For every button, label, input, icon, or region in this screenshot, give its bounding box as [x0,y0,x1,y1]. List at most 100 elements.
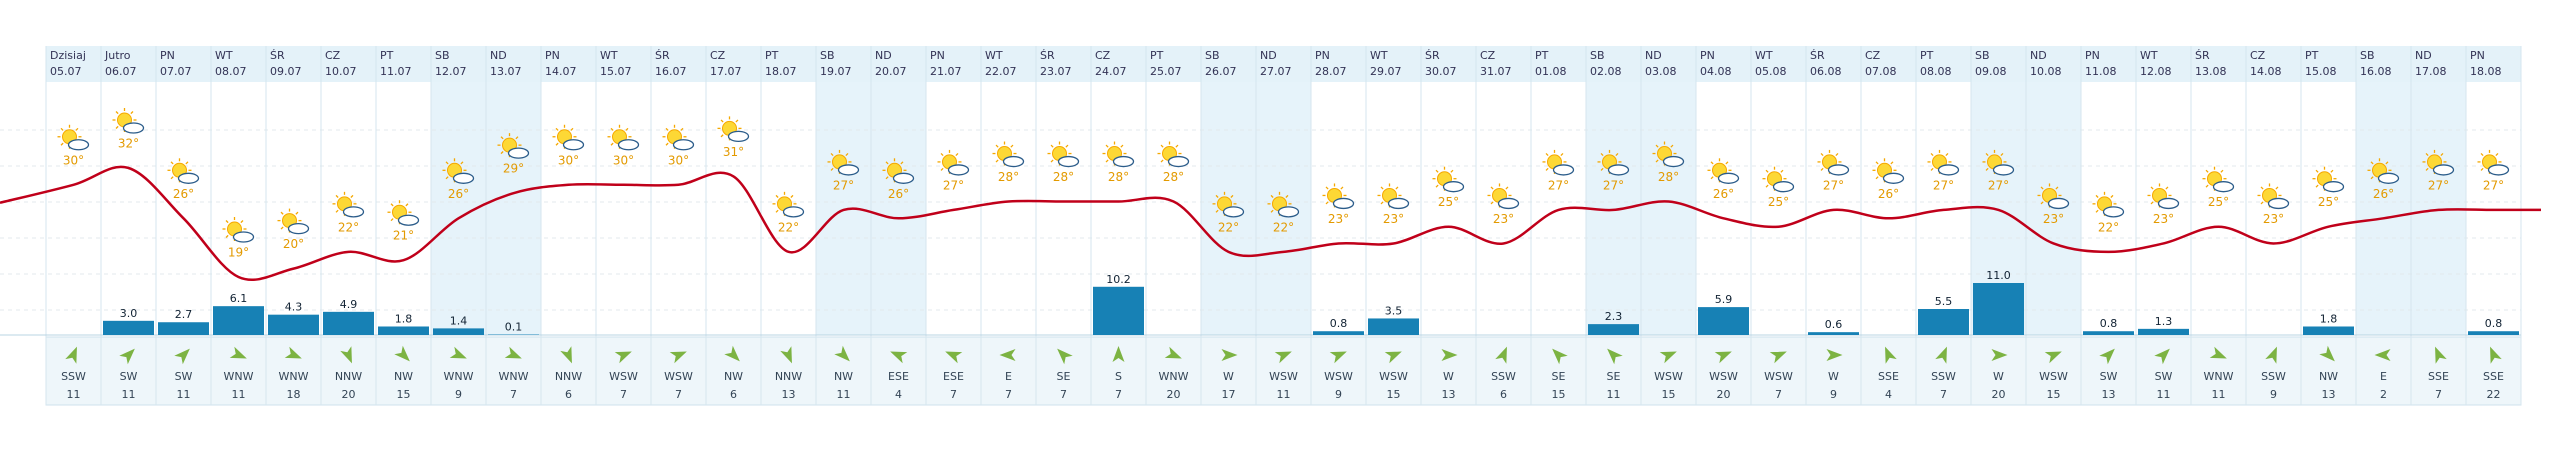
temperature-label: 28° [1163,170,1184,184]
day-label: CZ [1865,49,1881,62]
date-label: 12.07 [435,65,467,78]
day-label: ND [1260,49,1277,62]
sun-ray [2040,186,2044,190]
wind-arrow [449,346,467,359]
arrow [1552,348,1568,365]
precip-bar [433,328,484,335]
wind-arrow [1221,349,1238,361]
date-label: 14.08 [2250,65,2282,78]
wind-direction: WNW [499,370,529,383]
sun-ray [1655,144,1659,148]
sun-ray [2480,152,2484,157]
sun-ray [830,167,834,171]
cloud [1057,155,1080,168]
temperature-label: 22° [338,220,359,234]
weather-icon [2422,149,2455,176]
sun-ray [1435,169,1439,173]
sun-ray [460,161,464,165]
day-label: SB [2360,49,2375,62]
weather-icon [1872,158,1905,184]
date-label: 18.07 [765,65,797,78]
cloud [1112,155,1135,168]
temperature-label: 28° [1658,170,1679,184]
wind-speed: 11 [2157,388,2171,401]
sun-ray [1175,144,1179,148]
day-label: ND [2415,49,2432,62]
wind-speed: 7 [1060,388,1067,401]
temperature-label: 30° [668,153,689,167]
wind-direction: WNW [1159,370,1189,383]
temperature-label: 28° [1108,170,1129,184]
sun-ray [1490,186,1494,190]
cloud [232,231,255,243]
weather-icon [1267,191,1300,218]
weekend-bg [2026,82,2081,335]
wind-arrow [340,346,352,364]
date-label: 16.07 [655,65,687,78]
temperature-label: 22° [2098,220,2119,234]
temperature-label: 23° [2153,212,2174,226]
wind-direction: W [1443,370,1454,383]
wind-arrow [1112,346,1125,362]
weather-icon [2037,183,2070,210]
precip-bar [2083,331,2134,335]
temperature-label: 26° [888,187,909,201]
sun-ray [1270,209,1274,213]
precip-bar [103,320,154,335]
wind-direction: NNW [555,370,582,383]
weather-icon [442,158,475,184]
wind-arrow [1714,351,1732,364]
cloud [2377,172,2400,184]
arrow [229,346,247,359]
sun-ray [1725,161,1729,165]
sun-ray [1890,161,1894,165]
sun-ray [185,161,189,165]
sun-ray [885,176,889,180]
sun-ray [2055,186,2059,190]
cloud [1497,197,1520,210]
sun-ray [1340,186,1344,190]
date-label: 17.07 [710,65,742,78]
arrow [1441,349,1458,361]
wind-arrow [560,346,572,364]
weather-icon [882,158,915,184]
wind-direction: ESE [888,370,909,383]
weather-icon [1927,149,1960,176]
sun-ray [1835,152,1839,157]
weather-icon [112,108,145,134]
weather-icon [662,124,695,151]
wind-speed: 15 [397,388,411,401]
precip-bar [1588,324,1639,335]
date-label: 24.07 [1095,65,1127,78]
precip-bar [2468,331,2519,335]
wind-direction: W [1223,370,1234,383]
sun-ray [885,161,889,165]
weather-icon [57,124,90,151]
sun-ray [1050,159,1054,163]
arrow [999,349,1016,361]
temperature-label: 23° [2263,212,2284,226]
sun-ray [845,152,849,157]
sun-ray [1985,167,1989,171]
cloud [2212,181,2235,193]
sun-ray [2260,201,2264,205]
weather-icon [1322,183,1355,210]
date-label: 28.07 [1315,65,1347,78]
temperature-label: 23° [2043,212,2064,226]
cloud [177,172,200,184]
wind-direction: SSW [61,370,86,383]
wind-speed: 18 [287,388,301,401]
arrow [1057,348,1073,365]
sun-ray [390,203,394,207]
sun-ray [1710,161,1714,165]
date-label: 01.08 [1535,65,1567,78]
wind-arrow [2435,346,2447,364]
weather-icon [552,124,585,151]
date-label: 15.07 [600,65,632,78]
precip-bar [1918,309,1969,335]
sun-ray [500,151,504,155]
wind-speed: 7 [1115,388,1122,401]
date-label: 22.07 [985,65,1017,78]
wind-speed: 20 [1992,388,2006,401]
temperature-label: 26° [173,187,194,201]
